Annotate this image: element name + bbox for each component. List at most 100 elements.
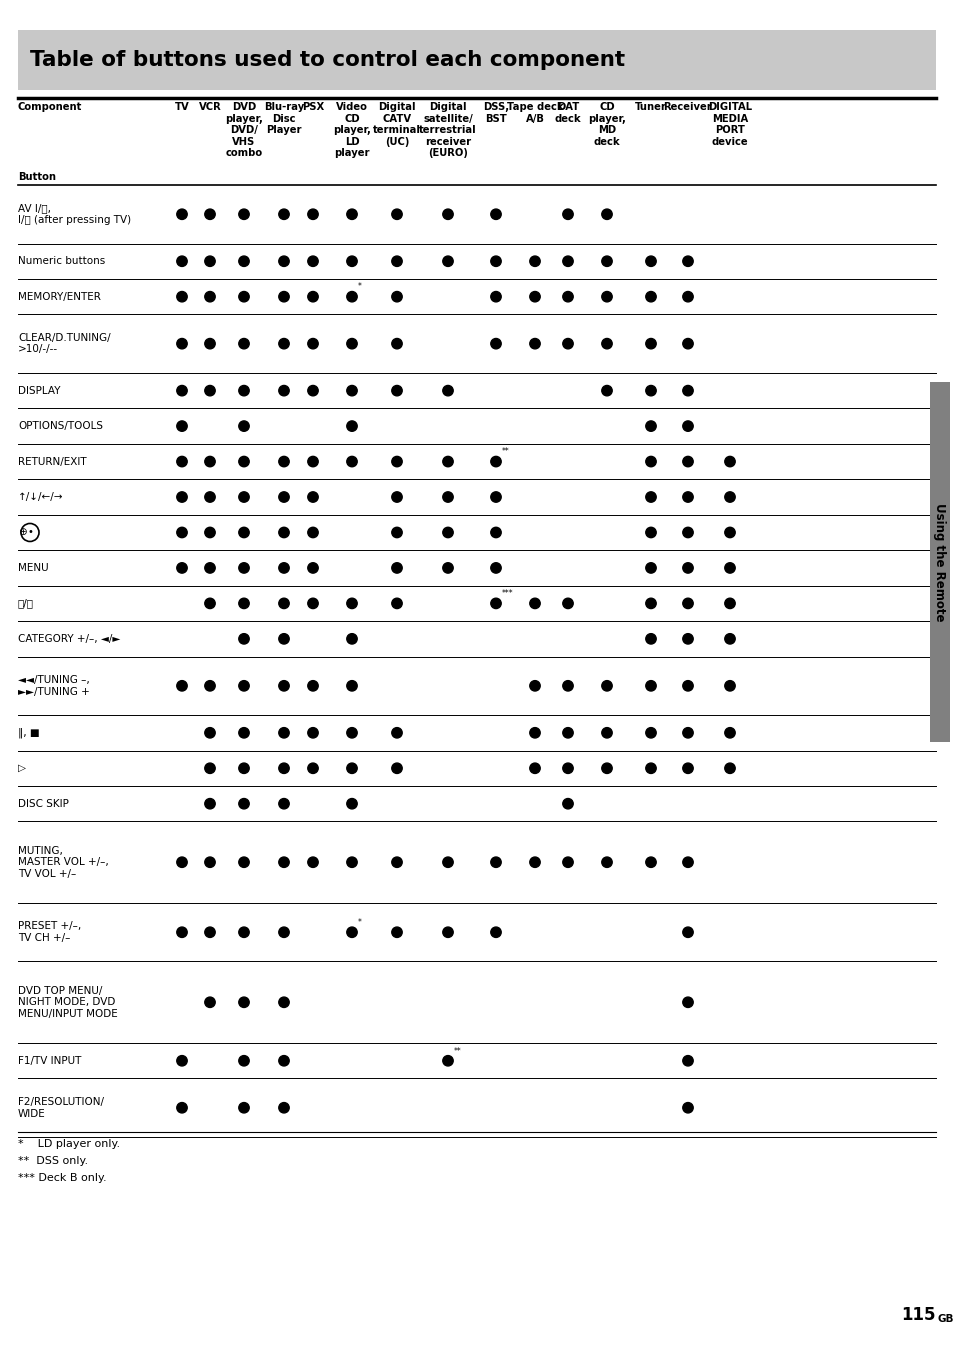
Text: AV I/⏽,
I/⏽ (after pressing TV): AV I/⏽, I/⏽ (after pressing TV) <box>18 203 131 224</box>
Circle shape <box>645 385 656 396</box>
Circle shape <box>176 562 187 573</box>
Circle shape <box>490 457 500 466</box>
Text: DIGITAL
MEDIA
PORT
device: DIGITAL MEDIA PORT device <box>707 101 751 147</box>
Circle shape <box>278 799 289 808</box>
Circle shape <box>308 457 318 466</box>
Circle shape <box>308 598 318 608</box>
Circle shape <box>562 210 573 219</box>
Circle shape <box>308 492 318 502</box>
Circle shape <box>682 857 693 868</box>
Circle shape <box>529 727 539 738</box>
Circle shape <box>442 1056 453 1065</box>
Circle shape <box>278 598 289 608</box>
Circle shape <box>645 727 656 738</box>
Circle shape <box>176 680 187 691</box>
Circle shape <box>529 338 539 349</box>
Circle shape <box>308 727 318 738</box>
Circle shape <box>238 857 249 868</box>
Circle shape <box>238 492 249 502</box>
Circle shape <box>238 598 249 608</box>
Circle shape <box>442 562 453 573</box>
Circle shape <box>601 338 612 349</box>
Circle shape <box>682 492 693 502</box>
Circle shape <box>562 857 573 868</box>
Circle shape <box>529 680 539 691</box>
Text: CD
player,
MD
deck: CD player, MD deck <box>587 101 625 147</box>
Circle shape <box>347 634 356 644</box>
Text: •: • <box>27 527 33 538</box>
Circle shape <box>442 857 453 868</box>
Circle shape <box>724 598 735 608</box>
Circle shape <box>392 210 402 219</box>
Text: CLEAR/D.TUNING/
>10/-/--: CLEAR/D.TUNING/ >10/-/-- <box>18 333 111 354</box>
Circle shape <box>392 492 402 502</box>
Circle shape <box>724 727 735 738</box>
Circle shape <box>205 292 215 301</box>
Circle shape <box>176 857 187 868</box>
Circle shape <box>347 338 356 349</box>
Circle shape <box>278 763 289 773</box>
Circle shape <box>682 385 693 396</box>
Circle shape <box>392 763 402 773</box>
Circle shape <box>176 210 187 219</box>
Circle shape <box>278 492 289 502</box>
Circle shape <box>601 385 612 396</box>
Circle shape <box>205 562 215 573</box>
Circle shape <box>347 927 356 937</box>
Circle shape <box>205 527 215 538</box>
Circle shape <box>529 292 539 301</box>
Circle shape <box>682 338 693 349</box>
Text: RETURN/EXIT: RETURN/EXIT <box>18 457 87 466</box>
Circle shape <box>238 292 249 301</box>
Text: PRESET +/–,
TV CH +/–: PRESET +/–, TV CH +/– <box>18 922 81 944</box>
Text: VCR: VCR <box>198 101 221 112</box>
Circle shape <box>645 338 656 349</box>
Circle shape <box>601 857 612 868</box>
Circle shape <box>392 256 402 266</box>
Circle shape <box>645 680 656 691</box>
Bar <box>18 30 935 91</box>
Circle shape <box>682 1102 693 1113</box>
Text: Component: Component <box>17 101 82 112</box>
Circle shape <box>442 256 453 266</box>
Circle shape <box>529 763 539 773</box>
Circle shape <box>278 996 289 1007</box>
Circle shape <box>645 457 656 466</box>
Circle shape <box>392 292 402 301</box>
Circle shape <box>392 562 402 573</box>
Circle shape <box>205 492 215 502</box>
Circle shape <box>278 634 289 644</box>
Circle shape <box>442 927 453 937</box>
Circle shape <box>562 338 573 349</box>
Text: Digital
CATV
terminal
(UC): Digital CATV terminal (UC) <box>373 101 420 147</box>
Circle shape <box>490 338 500 349</box>
Circle shape <box>176 492 187 502</box>
Circle shape <box>238 763 249 773</box>
Circle shape <box>238 256 249 266</box>
Circle shape <box>176 457 187 466</box>
Text: *: * <box>357 283 361 292</box>
Text: 115: 115 <box>901 1306 935 1324</box>
Circle shape <box>645 256 656 266</box>
Circle shape <box>645 292 656 301</box>
Circle shape <box>205 210 215 219</box>
Circle shape <box>347 763 356 773</box>
Circle shape <box>682 680 693 691</box>
Circle shape <box>529 256 539 266</box>
Circle shape <box>238 562 249 573</box>
Circle shape <box>682 598 693 608</box>
Circle shape <box>490 857 500 868</box>
Circle shape <box>278 457 289 466</box>
Text: ⊕: ⊕ <box>18 527 27 538</box>
Circle shape <box>176 256 187 266</box>
Text: **: ** <box>501 448 509 457</box>
Circle shape <box>601 256 612 266</box>
Circle shape <box>645 420 656 431</box>
Circle shape <box>392 338 402 349</box>
Text: **: ** <box>454 1046 461 1056</box>
Circle shape <box>205 680 215 691</box>
Circle shape <box>682 763 693 773</box>
Circle shape <box>238 927 249 937</box>
Text: ◄◄/TUNING –,
►►/TUNING +: ◄◄/TUNING –, ►►/TUNING + <box>18 675 90 696</box>
Circle shape <box>601 727 612 738</box>
